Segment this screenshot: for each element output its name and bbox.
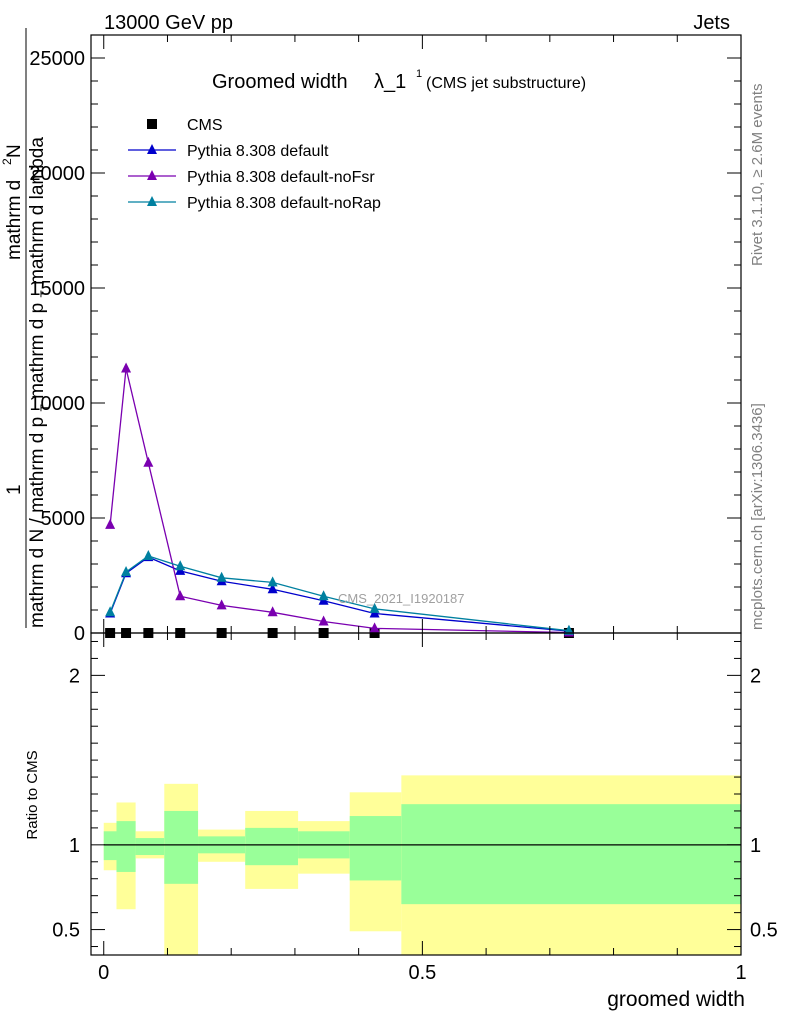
- y-label-denominator: mathrm d N / mathrm d p T mathrm d p T m…: [27, 137, 54, 628]
- ratio-band-green: [135, 838, 165, 856]
- y-label-num-sup: 2: [0, 158, 14, 165]
- main-y-axis-label: 1 mathrm d 2 N mathrm d N / mathrm d p T…: [0, 28, 54, 628]
- data-point-pythia-8-308-default-nofsr: [318, 615, 329, 626]
- data-point-pythia-8-308-default-nofsr: [143, 456, 154, 467]
- header-energy: 13000 GeV pp: [104, 12, 233, 34]
- x-tick-label: 0.5: [408, 962, 436, 984]
- plot-title-symbol: λ_1: [374, 71, 406, 93]
- ratio-y-tick-label-right: 0.5: [750, 920, 778, 942]
- main-y-tick-label: 5000: [41, 508, 86, 530]
- x-axis-label: groomed width: [607, 988, 745, 1011]
- data-point-pythia-8-308-default-nofsr: [121, 362, 132, 373]
- ratio-plot-panel: 0.5 0.51 12 20 0.5 1 Ratio to CMS groomed wid…: [24, 632, 778, 1011]
- plot-title-sup: 1: [416, 68, 422, 80]
- y-label-den-sub2: T: [38, 290, 52, 298]
- y-label-num-one: 1: [4, 484, 25, 495]
- data-point-pythia-8-308-default-nofsr: [216, 599, 227, 610]
- ratio-y-tick-label-left: 2: [69, 665, 80, 687]
- main-y-tick-label: 10000: [29, 393, 85, 415]
- y-label-num-n: N: [4, 144, 25, 158]
- main-plot-panel: 0 5000 10000 15000 20000 25000 Groomed width …: [0, 28, 742, 645]
- ratio-band-green: [116, 821, 136, 872]
- legend-label-default: Pythia 8.308 default: [187, 143, 329, 160]
- y-label-den-part2: mathrm d p: [27, 303, 48, 399]
- mcplots-label: mcplots.cern.ch [arXiv:1306.3436]: [749, 403, 766, 630]
- legend-label-norap: Pythia 8.308 default-noRap: [187, 195, 381, 212]
- ratio-band-green: [245, 827, 299, 866]
- ratio-axes-group: 0.5 0.51 12 20 0.5 1: [52, 633, 778, 984]
- legend-marker-cms: [147, 119, 157, 129]
- ratio-y-axis-label: Ratio to CMS: [24, 750, 41, 839]
- ratio-band-green: [401, 804, 741, 905]
- ratio-y-tick-label-right: 2: [750, 665, 761, 687]
- legend-label-nofsr: Pythia 8.308 default-noFsr: [187, 169, 375, 186]
- data-point-pythia-8-308-default-norap: [318, 590, 329, 601]
- data-point-pythia-8-308-default-nofsr: [175, 590, 186, 601]
- ratio-bands-group: [103, 775, 741, 955]
- data-point-pythia-8-308-default-norap: [143, 549, 154, 560]
- ratio-band-green: [103, 831, 117, 861]
- data-point-pythia-8-308-default-nofsr: [369, 622, 380, 633]
- legend-label-cms: CMS: [187, 117, 223, 134]
- legend-marker-default: [147, 144, 157, 154]
- y-label-den-part3: mathrm d lambda: [27, 137, 48, 285]
- data-point-pythia-8-308-default-norap: [175, 560, 186, 571]
- y-label-numerator: 1 mathrm d 2 N: [0, 144, 25, 495]
- x-tick-label: 0: [98, 962, 109, 984]
- ratio-band-green: [164, 810, 199, 884]
- data-point-pythia-8-308-default-norap: [121, 566, 132, 577]
- y-label-num-d: mathrm d: [4, 180, 25, 260]
- data-point-pythia-8-308-default: [267, 583, 278, 594]
- main-axes-group: 0 5000 10000 15000 20000 25000: [29, 34, 742, 645]
- ratio-band-green: [349, 816, 402, 881]
- y-label-den-sub1: T: [38, 404, 52, 412]
- main-y-tick-label: 15000: [29, 278, 85, 300]
- data-point-pythia-8-308-default-norap: [105, 606, 116, 617]
- plot-title-note: (CMS jet substructure): [426, 75, 586, 92]
- legend: CMS Pythia 8.308 default Pythia 8.308 de…: [128, 117, 381, 212]
- data-point-pythia-8-308-default-norap: [369, 602, 380, 613]
- header-process: Jets: [693, 12, 730, 34]
- plot-title-main: Groomed width: [212, 71, 348, 93]
- main-y-tick-label: 20000: [29, 163, 85, 185]
- y-label-den-part1: mathrm d N / mathrm d p: [27, 417, 48, 628]
- ratio-y-tick-label-left: 0.5: [52, 920, 80, 942]
- legend-marker-nofsr: [147, 170, 157, 180]
- rivet-label: Rivet 3.1.10, ≥ 2.6M events: [749, 84, 766, 267]
- main-y-tick-label: 25000: [29, 48, 85, 70]
- data-point-pythia-8-308-default-nofsr: [267, 606, 278, 617]
- data-point-pythia-8-308-default-norap: [267, 576, 278, 587]
- data-point-pythia-8-308-default-nofsr: [105, 518, 116, 529]
- main-y-tick-label: 0: [74, 623, 85, 645]
- data-point-pythia-8-308-default-norap: [563, 624, 574, 635]
- analysis-watermark: CMS_2021_I1920187: [338, 591, 465, 606]
- ratio-y-tick-label-left: 1: [69, 835, 80, 857]
- plot-title: Groomed width λ_1 1 (CMS jet substructur…: [212, 60, 586, 93]
- legend-marker-norap: [147, 196, 157, 206]
- ratio-y-tick-label-right: 1: [750, 835, 761, 857]
- data-point-pythia-8-308-default-norap: [216, 571, 227, 582]
- x-tick-label: 1: [735, 962, 746, 984]
